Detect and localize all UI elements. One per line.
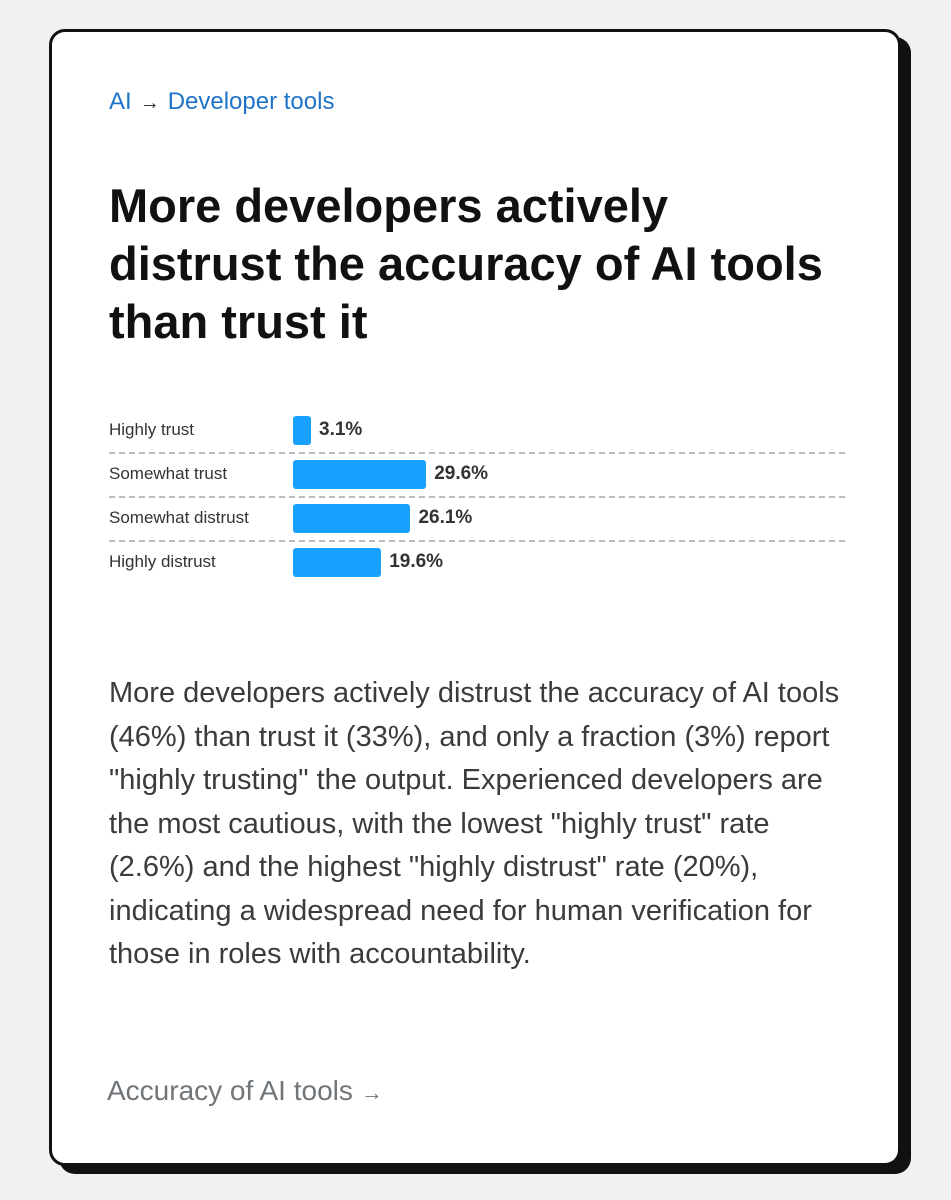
breadcrumb-current-link[interactable]: Developer tools [167,88,335,115]
value-label: 19.6% [389,551,444,572]
breadcrumb: AI → Developer tools [109,88,334,116]
category-label: Highly trust [109,420,195,439]
arrow-right-icon: → [360,1080,383,1105]
bar [293,460,427,489]
value-label: 3.1% [319,419,363,440]
description-text: More developers actively distrust the ac… [109,677,840,970]
survey-card: AI → Developer tools More developers activ… [49,29,901,1166]
bar [293,548,382,577]
value-label: 26.1% [418,507,473,528]
chart-row: Somewhat distrust 26.1% [109,496,845,542]
trust-bar-chart: Highly trust 3.1% Somewhat trust 29.6% Somew… [109,408,845,588]
accuracy-link-label: Accuracy of AI tools [107,1075,353,1106]
breadcrumb-root-link[interactable]: AI [109,88,132,115]
category-label: Somewhat trust [109,464,228,483]
chart-row: Highly distrust 19.6% [109,540,845,584]
card-wrapper: AI → Developer tools More developers activ… [49,29,911,1174]
breadcrumb-arrow-icon: → [139,92,160,114]
value-label: 29.6% [434,463,489,484]
chart-row: Highly trust 3.1% [109,408,845,454]
accuracy-link[interactable]: Accuracy of AI tools → [107,1075,383,1107]
category-label: Somewhat distrust [109,508,249,527]
bar [293,416,311,445]
category-label: Highly distrust [109,552,216,571]
page-title: More developers actively distrust the ac… [109,179,823,348]
chart-row: Somewhat trust 29.6% [109,452,845,498]
bar [293,504,411,533]
